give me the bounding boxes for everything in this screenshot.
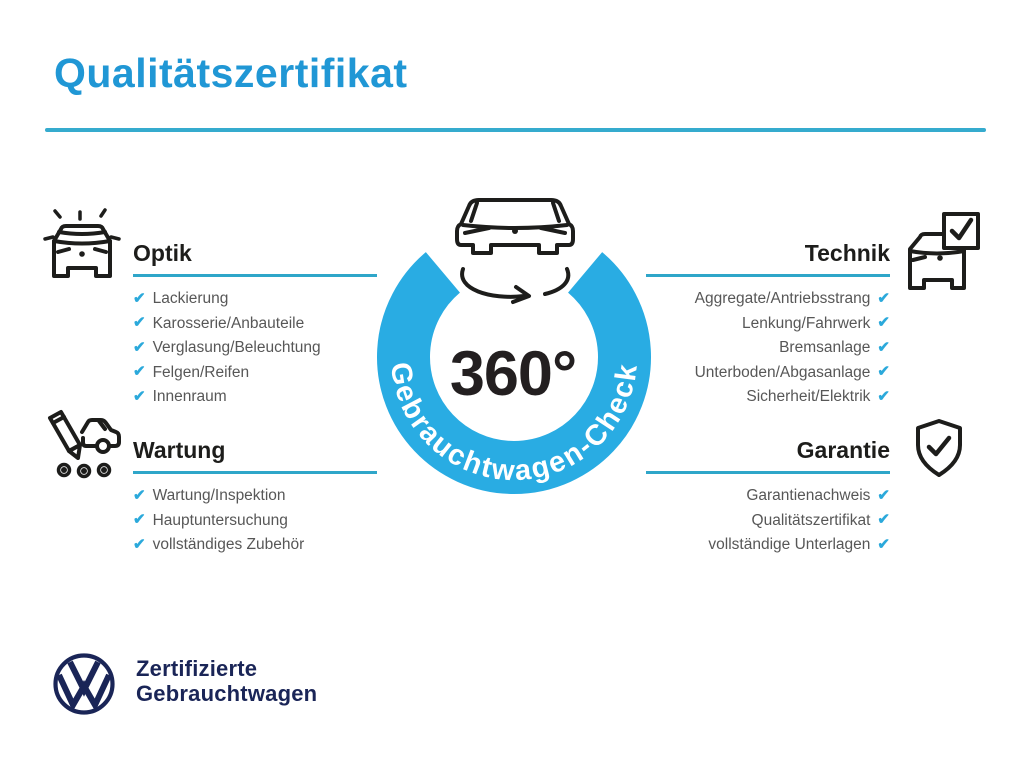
section-title-technik: Technik (804, 240, 890, 266)
section-title-garantie: Garantie (796, 437, 890, 463)
check-icon: ✔ (133, 289, 146, 307)
checklist-item: ✔ Wartung/Inspektion (133, 484, 433, 509)
shield-check-icon (916, 419, 962, 477)
page-title: Qualitätszertifikat (54, 50, 408, 96)
checklist-wartung: ✔ Wartung/Inspektion ✔ Hauptuntersuchung ✔ vo… (133, 484, 433, 558)
section-title-wartung: Wartung (133, 437, 226, 463)
checklist-item: ✔ Unterboden/Abgasanlage (540, 361, 890, 386)
check-icon: ✔ (133, 511, 146, 529)
check-icon: ✔ (133, 535, 146, 553)
checklist-item: ✔ vollständiges Zubehör (133, 533, 433, 558)
checklist-item-label: Unterboden/Abgasanlage (694, 363, 871, 381)
checklist-item-label: Garantienachweis (746, 487, 871, 505)
check-icon: ✔ (133, 387, 146, 405)
title-divider (45, 128, 986, 132)
checklist-item: ✔ Aggregate/Antriebsstrang (540, 287, 890, 312)
checklist-item: ✔ Sicherheit/Elektrik (540, 385, 890, 410)
check-icon: ✔ (877, 511, 890, 529)
sparkling-car-icon (43, 208, 121, 278)
badge-ring (377, 252, 651, 494)
checklist-item: ✔ Hauptuntersuchung (133, 509, 433, 534)
brand-claim-line2: Gebrauchtwagen (136, 681, 318, 706)
car-checkbox-icon (908, 212, 980, 290)
checklist-item: ✔ Felgen/Reifen (133, 361, 433, 386)
check-icon: ✔ (877, 535, 890, 553)
checklist-item: ✔ Qualitätszertifikat (540, 509, 890, 534)
checklist-item: ✔ Innenraum (133, 385, 433, 410)
checklist-item: ✔ Garantienachweis (540, 484, 890, 509)
checklist-item-label: Verglasung/Beleuchtung (152, 339, 321, 357)
checklist-item: ✔ vollständige Unterlagen (540, 533, 890, 558)
check-icon: ✔ (877, 486, 890, 504)
checklist-optik: ✔ Lackierung ✔ Karosserie/Anbauteile ✔ Vergla… (133, 287, 433, 410)
checklist-item-label: Qualitätszertifikat (751, 511, 871, 529)
checklist-item: ✔ Karosserie/Anbauteile (133, 312, 433, 337)
check-icon: ✔ (877, 363, 890, 381)
section-divider-optik (133, 274, 377, 277)
rotating-car-icon (455, 198, 575, 304)
checklist-item-label: Felgen/Reifen (152, 363, 250, 381)
checklist-item: ✔ Lenkung/Fahrwerk (540, 312, 890, 337)
check-icon: ✔ (877, 289, 890, 307)
checklist-item-label: vollständiges Zubehör (152, 536, 305, 554)
brand-claim: Zertifizierte Gebrauchtwagen (136, 656, 317, 706)
checklist-item-label: Lenkung/Fahrwerk (742, 314, 871, 332)
check-icon: ✔ (877, 338, 890, 356)
section-divider-wartung (133, 471, 377, 474)
360-check-badge: Gebrauchtwagen-Check 360° (377, 198, 651, 494)
check-icon: ✔ (877, 314, 890, 332)
checklist-item: ✔ Lackierung (133, 287, 433, 312)
checklist-item-label: vollständige Unterlagen (708, 536, 871, 554)
check-icon: ✔ (133, 363, 146, 381)
section-divider-technik (646, 274, 890, 277)
check-icon: ✔ (133, 486, 146, 504)
checklist-garantie: ✔ Garantienachweis ✔ Qualitätszertifikat ✔ vo… (540, 484, 890, 558)
check-icon: ✔ (133, 314, 146, 332)
brand-claim-line1: Zertifizierte (136, 656, 258, 681)
badge-degree-label: 360° (450, 339, 576, 409)
checklist-item-label: Aggregate/Antriebsstrang (694, 290, 871, 308)
checklist-item-label: Hauptuntersuchung (152, 511, 288, 529)
section-title-optik: Optik (133, 240, 192, 266)
checklist-item: ✔ Bremsanlage (540, 336, 890, 361)
checklist-item-label: Bremsanlage (779, 339, 871, 357)
section-divider-garantie (646, 471, 890, 474)
service-checklist-icon (48, 410, 121, 479)
check-icon: ✔ (133, 338, 146, 356)
checklist-item: ✔ Verglasung/Beleuchtung (133, 336, 433, 361)
check-icon: ✔ (877, 387, 890, 405)
checklist-technik: ✔ Aggregate/Antriebsstrang ✔ Lenkung/Fahrwe… (540, 287, 890, 410)
checklist-item-label: Wartung/Inspektion (152, 487, 286, 505)
checklist-item-label: Sicherheit/Elektrik (746, 388, 871, 406)
vw-logo (53, 653, 115, 715)
checklist-item-label: Lackierung (152, 290, 229, 308)
checklist-item-label: Innenraum (152, 388, 227, 406)
checklist-item-label: Karosserie/Anbauteile (152, 314, 305, 332)
